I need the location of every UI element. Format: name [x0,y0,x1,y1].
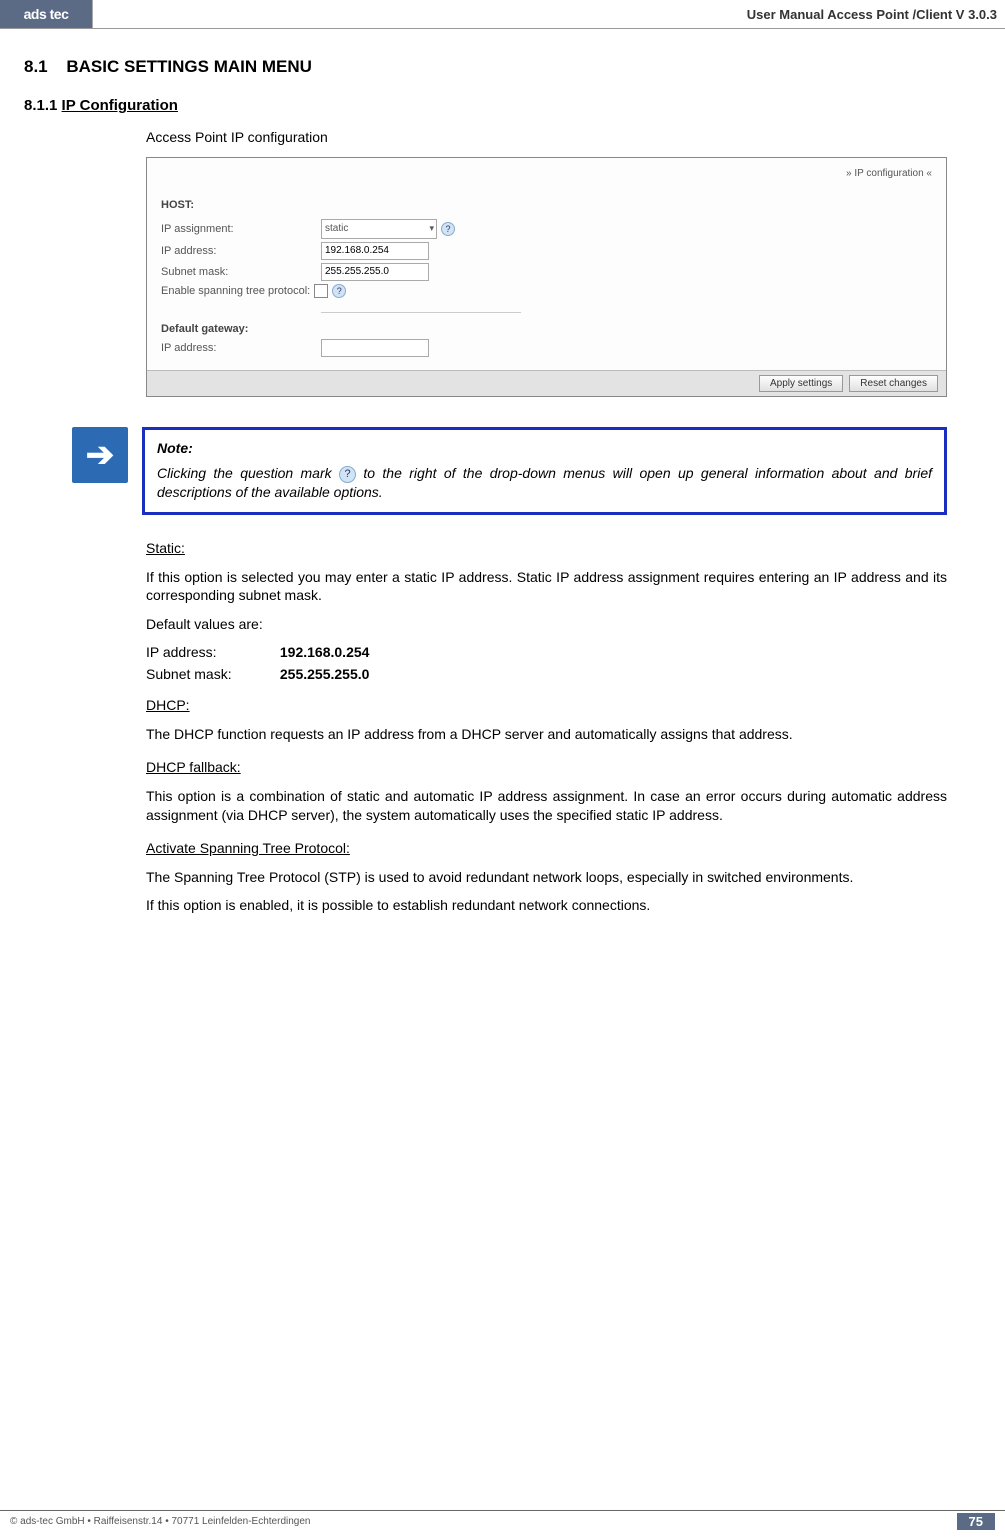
default-ip-value: 192.168.0.254 [280,644,370,660]
note-box: Note: Clicking the question mark ? to th… [142,427,947,515]
stp-label: Enable spanning tree protocol: [161,285,310,297]
intro-text: Access Point IP configuration [146,128,947,147]
subnet-mask-input[interactable] [321,263,429,281]
default-ip-label: IP address: [146,644,276,660]
apply-button[interactable]: Apply settings [759,375,843,392]
subsection-title: 8.1.1 IP Configuration [24,97,957,114]
dhcp-fallback-heading: DHCP fallback: [146,758,947,777]
help-icon: ? [339,466,356,483]
dhcp-heading: DHCP: [146,696,947,715]
ip-assignment-select[interactable]: static [321,219,437,239]
dhcp-p1: The DHCP function requests an IP address… [146,725,947,744]
gateway-ip-input[interactable] [321,339,429,357]
subsection-title-text: IP Configuration [62,97,178,114]
note-title: Note: [157,440,932,456]
header-spacer [93,0,739,28]
reset-button[interactable]: Reset changes [849,375,938,392]
help-icon[interactable]: ? [441,222,455,236]
ip-address-input[interactable] [321,242,429,260]
static-heading: Static: [146,539,947,558]
note-text: Clicking the question mark ? to the righ… [157,464,932,502]
page-number: 75 [957,1513,995,1530]
config-screenshot: » IP configuration « HOST: IP assignment… [146,157,947,397]
host-label: HOST: [161,199,932,211]
help-icon[interactable]: ? [332,284,346,298]
static-defaults: Default values are: [146,615,947,634]
default-mask-value: 255.255.255.0 [280,666,370,682]
static-p1: If this option is selected you may enter… [146,568,947,606]
ip-assignment-label: IP assignment: [161,223,321,235]
section-title-text: BASIC SETTINGS MAIN MENU [66,57,312,76]
default-mask-row: Subnet mask: 255.255.255.0 [146,666,947,682]
footer-copyright: © ads-tec GmbH • Raiffeisenstr.14 • 7077… [10,1516,310,1527]
gateway-title: Default gateway: [161,323,932,335]
default-mask-label: Subnet mask: [146,666,276,682]
page-footer: © ads-tec GmbH • Raiffeisenstr.14 • 7077… [0,1510,1005,1530]
breadcrumb: » IP configuration « [161,168,932,199]
stp-heading: Activate Spanning Tree Protocol: [146,839,947,858]
arrow-icon: ➔ [86,435,115,475]
page-header: ads tec User Manual Access Point /Client… [0,0,1005,29]
note-text-before: Clicking the question mark [157,465,339,481]
ip-address-label: IP address: [161,245,321,257]
subsection-number: 8.1.1 [24,97,57,114]
subnet-mask-label: Subnet mask: [161,266,321,278]
note-icon: ➔ [72,427,128,483]
stp-checkbox[interactable] [314,284,328,298]
default-ip-row: IP address: 192.168.0.254 [146,644,947,660]
manual-title: User Manual Access Point /Client V 3.0.3 [739,0,1005,28]
logo: ads tec [0,0,93,28]
section-number: 8.1 [24,57,48,76]
dhcp-fallback-p1: This option is a combination of static a… [146,787,947,825]
section-title: 8.1 BASIC SETTINGS MAIN MENU [24,57,957,77]
divider [321,312,521,313]
stp-p1: The Spanning Tree Protocol (STP) is used… [146,868,947,887]
stp-p2: If this option is enabled, it is possibl… [146,896,947,915]
gateway-ip-label: IP address: [161,342,321,354]
